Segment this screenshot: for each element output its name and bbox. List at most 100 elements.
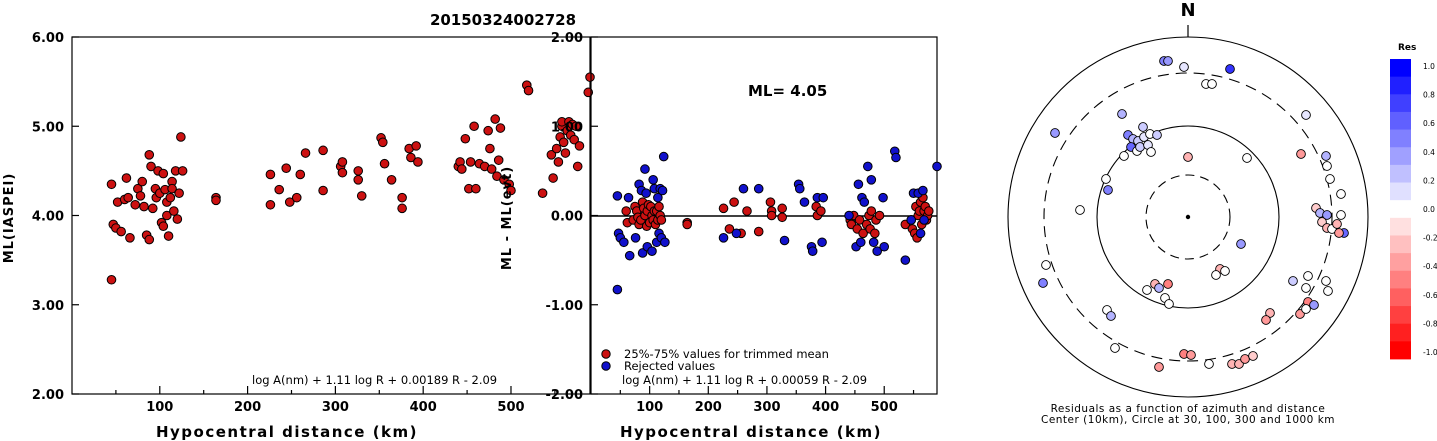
data-point: [172, 214, 183, 224]
station-point: [1301, 110, 1311, 120]
station-point: [1334, 228, 1344, 238]
epicenter-marker: [1185, 214, 1191, 220]
data-point: [654, 201, 664, 212]
colorbar-tick-label: 0.2: [1423, 176, 1435, 185]
station-point: [1164, 299, 1174, 309]
data-point: [569, 134, 579, 145]
data-point: [653, 192, 663, 203]
colorbar-cell: [1390, 306, 1411, 325]
colorbar-tick-label: 0.4: [1423, 148, 1435, 157]
x-tick-label: 400: [812, 400, 839, 415]
data-point: [868, 237, 879, 248]
data-point: [799, 197, 810, 207]
data-point: [724, 224, 735, 234]
y-tick-label: 5.00: [32, 120, 64, 135]
ring-300km: [1043, 72, 1333, 362]
data-point: [777, 212, 787, 223]
colorbar-cell: [1390, 341, 1411, 360]
data-point: [753, 183, 764, 194]
data-point: [121, 173, 132, 183]
magnitude-y-ticks: 2.00 3.00 4.00 5.00 6.00: [32, 31, 79, 403]
magnitude-formula: log A(nm) + 1.11 log R + 0.00189 R - 2.0…: [252, 373, 497, 387]
ring-1000km: [1007, 36, 1369, 398]
data-point: [167, 183, 177, 194]
colorbar-tick-label: 0.6: [1423, 119, 1435, 128]
station-point: [1323, 286, 1333, 296]
station-point: [1142, 285, 1152, 295]
data-point: [379, 158, 390, 169]
residual-points: [612, 146, 942, 295]
data-point: [619, 237, 629, 248]
station-point: [1179, 62, 1189, 72]
colorbar-tick-label: -0.4: [1423, 262, 1437, 271]
x-tick-label: 300: [753, 400, 780, 415]
data-point: [165, 192, 176, 203]
station-point: [1101, 174, 1111, 184]
legend-rejected-label: Rejected values: [624, 359, 715, 373]
azimuth-caption-line1: Residuals as a function of azimuth and d…: [1051, 403, 1326, 415]
data-point: [493, 155, 504, 165]
data-point: [177, 166, 188, 176]
data-point: [106, 274, 117, 285]
data-point: [137, 176, 148, 187]
station-point: [1183, 152, 1193, 162]
magnitude-points: [106, 72, 595, 285]
station-residuals: [1038, 56, 1349, 372]
residual-y-ticks: -2.00 -1.00 0.00 1.00 2.00: [546, 31, 598, 403]
residual-x-ticks: 100 200 300 400 500: [619, 386, 915, 415]
colorbar-tick-label: -0.6: [1423, 291, 1437, 300]
station-point: [1041, 260, 1051, 270]
station-point: [1146, 147, 1156, 157]
station-point: [1296, 149, 1306, 159]
station-point: [1309, 300, 1319, 310]
data-point: [870, 228, 880, 239]
data-point: [658, 151, 669, 162]
station-point: [1186, 350, 1196, 360]
station-point: [1240, 354, 1250, 364]
data-point: [460, 133, 471, 144]
data-point: [583, 87, 594, 98]
data-point: [537, 188, 548, 198]
data-point: [640, 164, 650, 174]
figure-title: 20150324002728: [430, 11, 576, 29]
y-tick-label: -2.00: [546, 388, 583, 403]
colorbar-cell: [1390, 253, 1411, 272]
station-point: [1050, 128, 1060, 138]
data-point: [855, 237, 866, 248]
data-point: [718, 203, 729, 214]
data-point: [891, 152, 901, 163]
station-point: [1038, 278, 1048, 288]
colorbar-cell: [1390, 200, 1411, 219]
data-point: [265, 169, 276, 180]
colorbar-cell: [1390, 217, 1411, 236]
data-point: [116, 226, 126, 237]
station-point: [1204, 359, 1214, 369]
station-point: [1117, 109, 1127, 119]
data-point: [176, 132, 186, 142]
data-point: [490, 114, 500, 124]
data-point: [413, 157, 423, 167]
data-point: [729, 197, 739, 207]
data-point: [130, 199, 141, 210]
colorbar-tick-label: 0.0: [1423, 205, 1435, 214]
data-point: [162, 210, 172, 221]
residual-colorbar: Res 1.0 0.8 0.6 0.4 0.2 0.0 -0.2 -0.4 -0.6 -0.8 -1…: [1390, 43, 1437, 360]
colorbar-cell: [1390, 182, 1411, 201]
data-point: [630, 233, 641, 243]
azimuth-panel: N Residuals as a function of azimuth and…: [1007, 0, 1369, 426]
data-point: [295, 169, 306, 180]
x-tick-label: 200: [234, 400, 261, 415]
data-point: [765, 197, 776, 207]
data-point: [146, 161, 156, 172]
data-point: [485, 143, 495, 154]
station-point: [1106, 311, 1116, 321]
data-point: [139, 201, 149, 212]
data-point: [397, 203, 407, 214]
data-point: [637, 248, 648, 258]
data-point: [738, 183, 749, 194]
data-point: [291, 192, 302, 203]
data-point: [777, 203, 787, 214]
data-point: [386, 175, 397, 185]
data-point: [879, 241, 890, 252]
residual-formula: log A(nm) + 1.11 log R + 0.00059 R - 2.0…: [622, 373, 867, 387]
